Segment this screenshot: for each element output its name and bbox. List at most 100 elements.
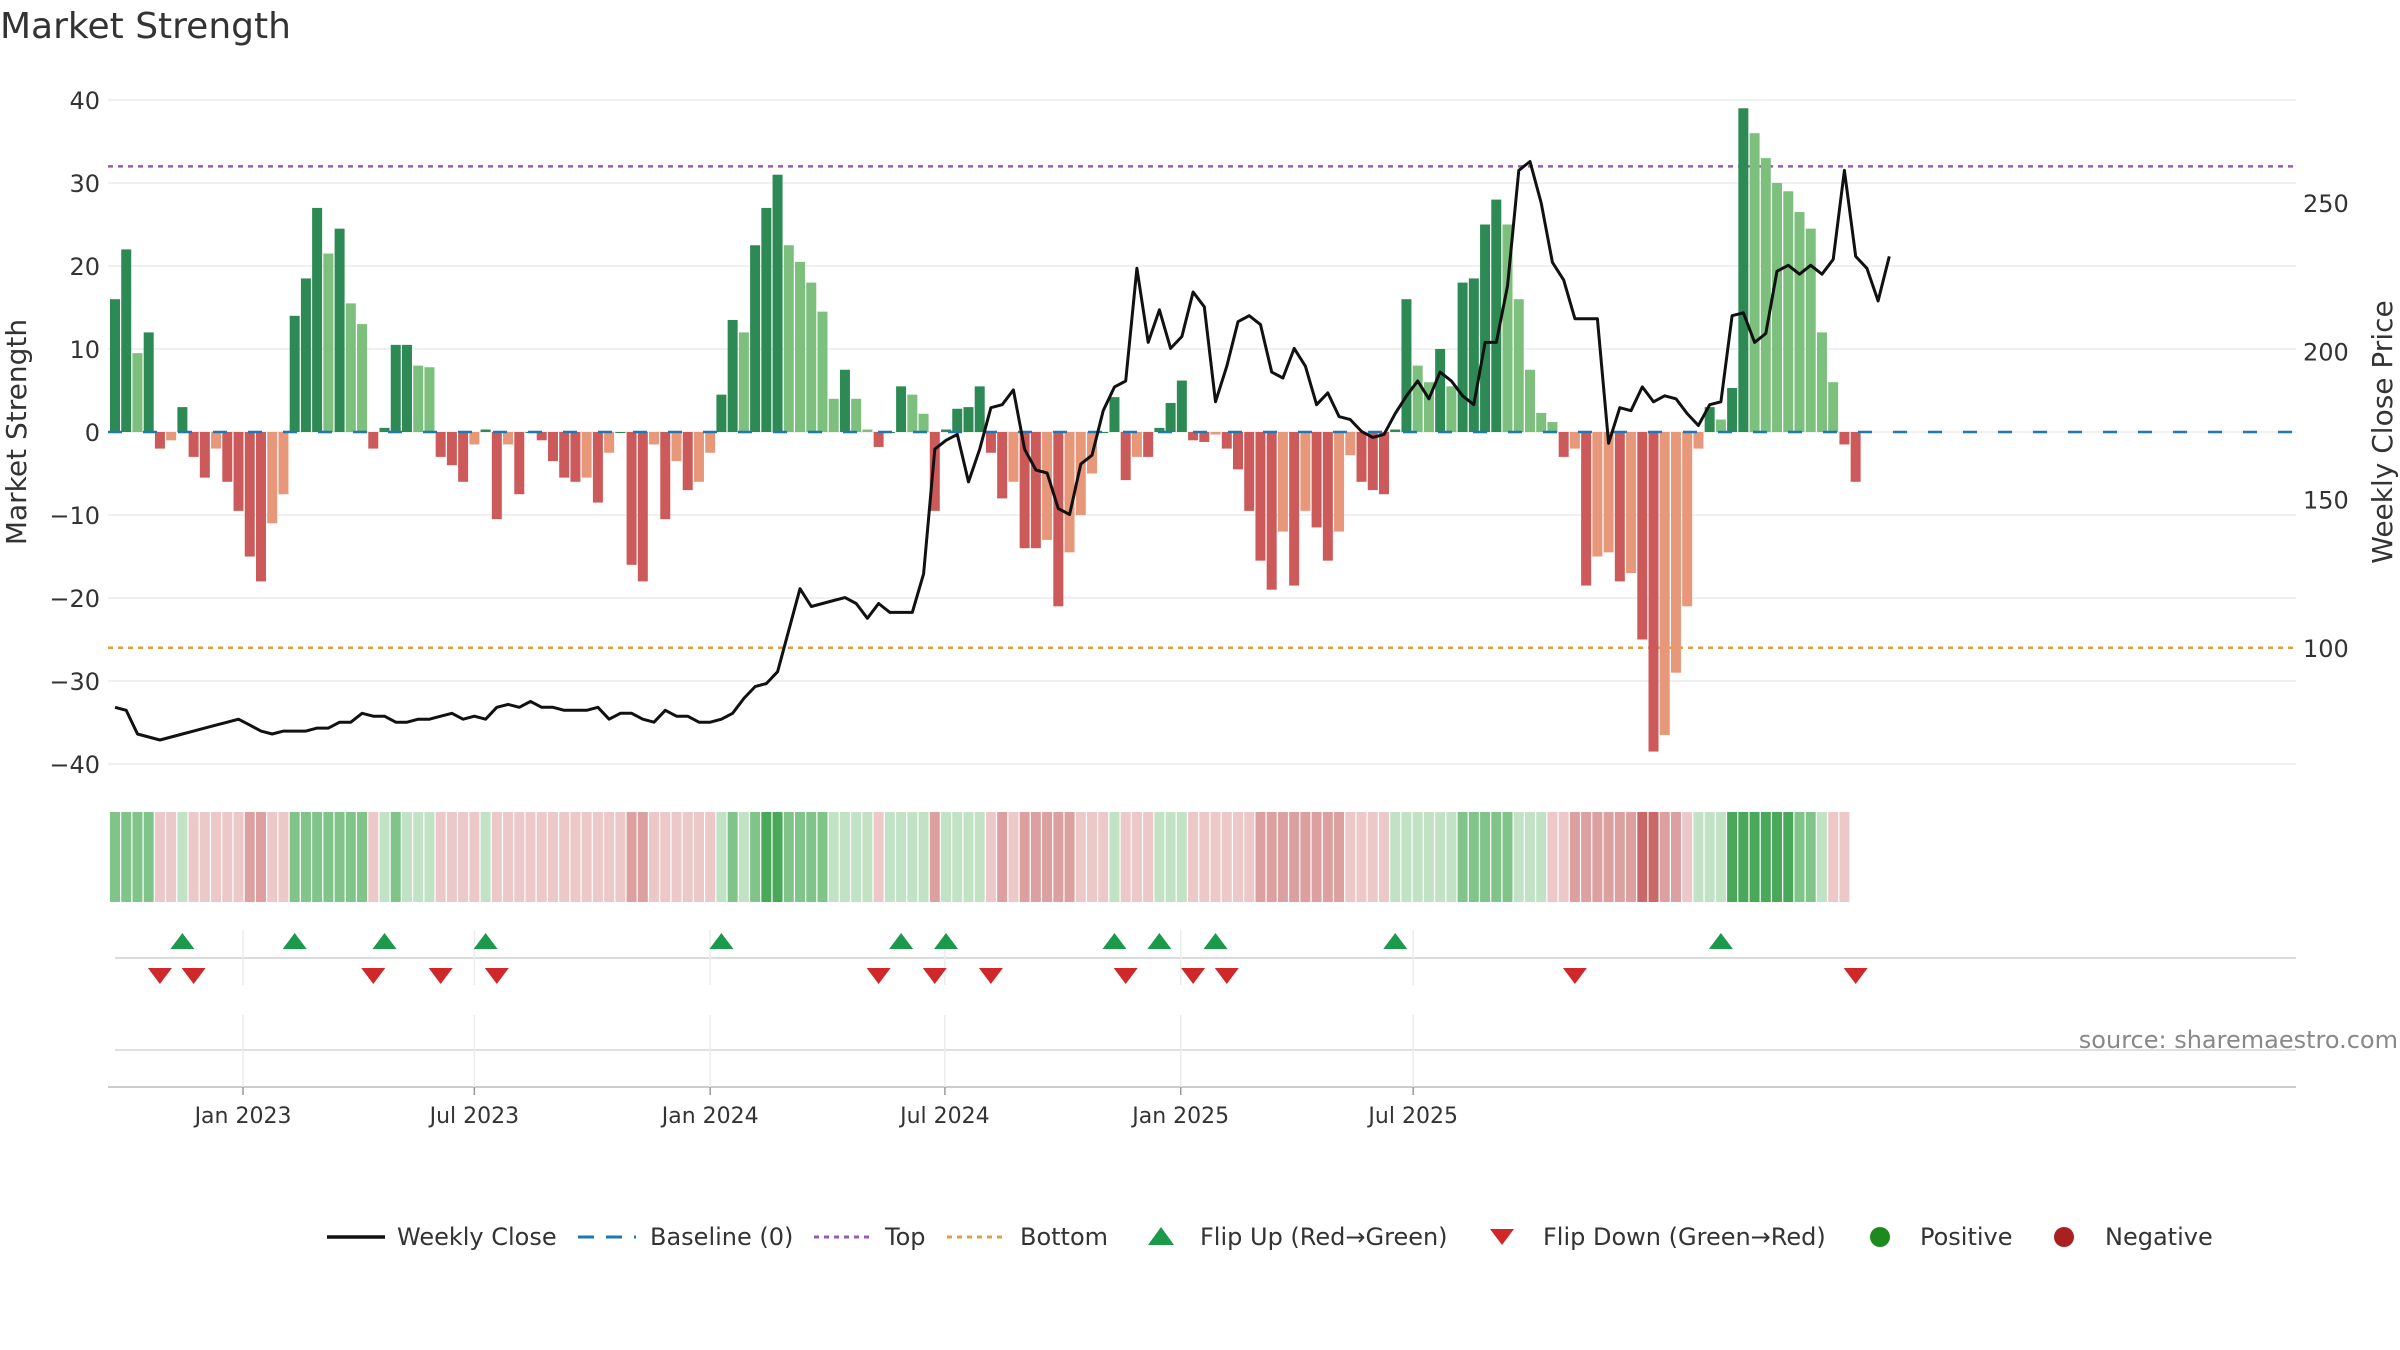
flip-up-marker (170, 933, 195, 949)
strip-cell (1783, 812, 1794, 902)
strength-bar (1738, 108, 1749, 433)
strength-bar (941, 429, 952, 432)
strength-bar (952, 408, 963, 432)
strip-cell (985, 812, 996, 902)
legend-label: Flip Down (Green→Red) (1543, 1223, 1826, 1251)
strip-cell (1446, 812, 1457, 902)
right-tick-label: 250 (2303, 190, 2349, 218)
strip-cell (413, 812, 424, 902)
flip-up-marker (1147, 933, 1172, 949)
strength-bar (1457, 282, 1468, 432)
strip-cell (851, 812, 862, 902)
strength-bar (1390, 429, 1401, 432)
strength-bar (1513, 299, 1524, 432)
chart-title: Market Strength (0, 6, 291, 47)
strength-bar (1783, 191, 1794, 432)
strip-cell (1682, 812, 1693, 902)
strength-bar (1592, 432, 1603, 557)
strip-cell (1334, 812, 1345, 902)
strip-cell (772, 812, 783, 902)
strength-bar (1311, 432, 1322, 528)
strength-bar (312, 207, 323, 432)
strength-bar (424, 367, 435, 432)
strength-bar (1491, 199, 1502, 432)
strip-cell (963, 812, 974, 902)
strength-bar (1322, 432, 1333, 561)
strength-bar (1547, 422, 1558, 432)
strength-bar (233, 432, 244, 511)
left-axis-ticks: 40 30 20 10 0 −10 −20 −30 −40 (49, 87, 100, 779)
strip-cell (952, 812, 963, 902)
strength-bar (1075, 432, 1086, 515)
strength-bar (1289, 432, 1300, 586)
strip-cell (1030, 812, 1041, 902)
strength-bar (738, 332, 749, 432)
strip-cell (1165, 812, 1176, 902)
flip-up-marker (934, 933, 959, 949)
strip-cell (671, 812, 682, 902)
strength-bar (1345, 432, 1356, 456)
strip-cell (289, 812, 300, 902)
strip-cell (716, 812, 727, 902)
strip-cell (1154, 812, 1165, 902)
strip-cell (806, 812, 817, 902)
strength-bar (1019, 432, 1030, 549)
strip-cell (1704, 812, 1715, 902)
strip-cell (357, 812, 368, 902)
strength-bar (1131, 432, 1142, 457)
strip-cell (401, 812, 412, 902)
legend-flip-up-swatch (1148, 1227, 1174, 1245)
strip-cell (896, 812, 907, 902)
strength-strip (110, 812, 1850, 902)
strip-cell (1513, 812, 1524, 902)
strip-cell (1064, 812, 1075, 902)
flip-down-marker (484, 968, 509, 984)
strength-bar (1109, 397, 1120, 432)
x-tick-label: Jul 2023 (428, 1104, 520, 1129)
strength-bar (1603, 432, 1614, 553)
strip-cell (817, 812, 828, 902)
strip-cell (1244, 812, 1255, 902)
strength-bar (929, 432, 940, 511)
flip-down-marker (866, 968, 891, 984)
strength-bar (761, 207, 772, 432)
strength-bar (985, 432, 996, 453)
strength-bar (491, 432, 502, 520)
legend-label: Top (884, 1223, 926, 1251)
strip-cell (1491, 812, 1502, 902)
strength-bar (896, 386, 907, 432)
strength-bar (671, 432, 682, 462)
strength-bar (907, 394, 918, 432)
strip-cell (1423, 812, 1434, 902)
strength-bar (1378, 432, 1389, 495)
strip-cell (1221, 812, 1232, 902)
strength-bar (1030, 432, 1041, 549)
strip-cell (1277, 812, 1288, 902)
strength-bar (110, 299, 120, 432)
strength-bar (1704, 407, 1715, 432)
strip-cell (907, 812, 918, 902)
strip-cell (1581, 812, 1592, 902)
strip-cell (828, 812, 839, 902)
empty-lower-panel (108, 1015, 2296, 1088)
strip-cell (839, 812, 850, 902)
strip-cell (761, 812, 772, 902)
strength-bar (1098, 432, 1109, 433)
strip-cell (345, 812, 356, 902)
strip-cell (1075, 812, 1086, 902)
strip-cell (795, 812, 806, 902)
strip-cell (121, 812, 132, 902)
strength-bar (154, 432, 165, 449)
x-axis-ticks: Jan 2023 Jul 2023 Jan 2024 Jul 2024 Jan 2025… (193, 1087, 1458, 1129)
strength-bar (693, 432, 704, 482)
strength-bar (379, 427, 390, 432)
strength-bar (1850, 432, 1861, 482)
strength-bar (267, 432, 278, 524)
strength-bar (1199, 432, 1210, 442)
strength-bar (1120, 432, 1131, 481)
left-tick-label: 30 (69, 170, 100, 198)
strip-cell (267, 812, 278, 902)
strength-bar (682, 432, 693, 491)
strip-cell (783, 812, 794, 902)
